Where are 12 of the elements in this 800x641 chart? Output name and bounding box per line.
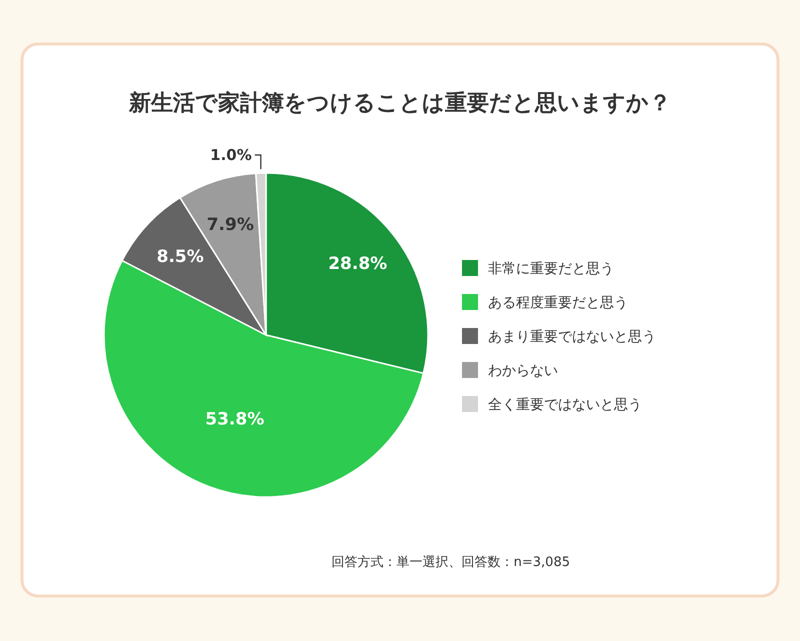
data-label: 7.9% [206, 214, 254, 235]
legend-label: 全く重要ではないと思う [488, 397, 642, 413]
data-label: 53.8% [205, 409, 264, 430]
legend-label: わからない [488, 363, 558, 379]
data-label: 8.5% [156, 246, 204, 267]
legend-label: ある程度重要だと思う [488, 295, 628, 311]
text: 回答方式：単一選択、回答数：n=3,085 [332, 554, 570, 570]
chart-title: 新生活で家計簿をつけることは重要だと思いますか？ [128, 90, 671, 116]
data-label: 1.0% [210, 146, 252, 164]
data-label: 28.8% [328, 254, 388, 274]
legend-label: 非常に重要だと思う [488, 261, 614, 277]
legend-label: あまり重要ではないと思う [488, 329, 656, 345]
